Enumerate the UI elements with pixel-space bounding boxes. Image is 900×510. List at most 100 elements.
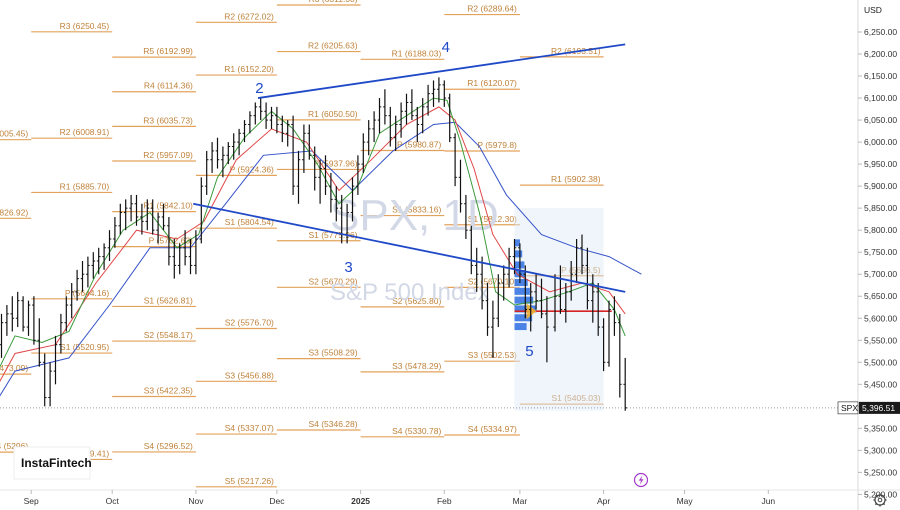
ohlc-bar	[388, 106, 393, 147]
ohlc-bar	[5, 305, 9, 336]
x-tick-label: Nov	[188, 496, 204, 506]
pivot-label: R2 (6272.02)	[224, 11, 274, 21]
ohlc-bar	[623, 357, 627, 411]
x-tick-label: Mar	[513, 496, 528, 506]
wave-label: 3	[344, 259, 352, 276]
ohlc-bar	[480, 256, 484, 310]
ohlc-bar	[291, 115, 295, 195]
lightning-icon[interactable]	[633, 472, 649, 488]
y-tick-label: 5,700.00	[864, 269, 897, 279]
watermark-name: S&P 500 Index	[330, 279, 490, 306]
ohlc-bar	[377, 98, 382, 134]
ohlc-bar	[150, 199, 155, 235]
pivot-label: S4 (5296.52)	[144, 441, 193, 451]
ohlc-bar	[188, 238, 193, 275]
ohlc-bar	[75, 269, 79, 301]
currency-label[interactable]: USD	[864, 5, 882, 15]
volume-bin	[514, 296, 534, 304]
ohlc-bar	[399, 102, 403, 138]
ohlc-bar	[545, 296, 549, 363]
y-tick-label: 6,100.00	[864, 93, 897, 103]
pivot-label: R2 (6289.64)	[467, 4, 517, 14]
pivot-label: S2 (5548.17)	[144, 330, 193, 340]
y-tick-label: 5,900.00	[864, 181, 897, 191]
ohlc-bar	[194, 230, 198, 275]
y-axis-panel[interactable]	[858, 0, 900, 510]
ohlc-bar	[204, 150, 209, 195]
wave-label: 5	[525, 343, 533, 360]
ohlc-bar	[323, 155, 328, 195]
y-tick-label: 5,650.00	[864, 291, 897, 301]
volume-bin	[514, 239, 520, 247]
y-tick-label: 5,500.00	[864, 357, 897, 367]
price-bars	[0, 77, 627, 411]
pivot-label: S1 (5804.54)	[225, 217, 274, 227]
pivot-label: S2 (5576.70)	[225, 318, 274, 328]
ohlc-bar	[113, 216, 117, 248]
pivot-label: S1 (5812.30)	[468, 214, 517, 224]
ohlc-bar	[585, 247, 590, 310]
pivot-label: R2 (6008.91)	[60, 127, 110, 137]
ohlc-bar	[69, 283, 74, 319]
ohlc-bar	[167, 216, 171, 266]
x-tick-label: 2025	[351, 496, 370, 506]
volume-bin	[514, 323, 527, 331]
pivot-label: R1 (6188.03)	[392, 48, 442, 58]
ohlc-bar	[102, 243, 106, 270]
wave-label: 4	[442, 39, 450, 56]
ohlc-bar	[302, 124, 306, 173]
ohlc-bar	[596, 283, 600, 336]
x-tick-label: Dec	[269, 496, 285, 506]
ohlc-bar	[48, 362, 52, 407]
ohlc-bar	[129, 194, 133, 222]
ohlc-bar	[145, 199, 150, 231]
pivot-label: S4 (5346.28)	[308, 419, 357, 429]
ohlc-bar	[591, 274, 595, 323]
wave-label: 2	[255, 80, 263, 97]
pivot-label: P (5937.96)	[313, 158, 357, 168]
y-tick-label: 6,050.00	[864, 115, 897, 125]
ohlc-bar	[221, 146, 225, 178]
volume-bin	[514, 250, 523, 258]
gear-icon[interactable]	[873, 493, 887, 507]
pivot-label: R1 (6050.50)	[308, 109, 358, 119]
ohlc-bar	[564, 283, 568, 323]
ohlc-bar	[215, 137, 220, 169]
ohlc-bar	[437, 77, 441, 103]
pivot-label: P (5980.87)	[397, 140, 441, 150]
ohlc-bar	[442, 80, 447, 107]
ohlc-bar	[410, 89, 414, 121]
ohlc-bar	[32, 296, 36, 345]
ohlc-bar	[431, 80, 436, 107]
ohlc-bar	[134, 194, 139, 226]
watermark: SPX, 1D S&P 500 Index	[330, 191, 499, 306]
ohlc-bar	[580, 234, 584, 275]
ohlc-bar	[26, 300, 31, 336]
pivot-label: R2 (6005.45)	[0, 129, 28, 139]
pivot-label: R1 (6152.20)	[224, 64, 274, 74]
symbol-badge-text: SPX	[841, 403, 858, 413]
pivot-label: S3 (5508.29)	[308, 348, 357, 358]
x-tick-label: Feb	[437, 496, 452, 506]
ohlc-bar	[453, 133, 457, 187]
ohlc-bar	[237, 128, 241, 156]
ohlc-bar	[172, 238, 177, 279]
pivot-label: R1 (5885.70)	[60, 181, 110, 191]
pivot-label: R2 (5957.09)	[143, 150, 193, 160]
pivot-label: S4 (5296)	[0, 441, 28, 451]
ohlc-bar	[53, 335, 58, 385]
ohlc-bar	[366, 120, 371, 156]
ohlc-bar	[140, 203, 144, 235]
ohlc-bar	[183, 230, 187, 266]
trend-line	[257, 43, 626, 99]
ohlc-bar	[253, 102, 258, 125]
ohlc-bar	[334, 186, 339, 222]
ohlc-bar	[161, 203, 166, 231]
pivot-label: S1 (5833.16)	[392, 205, 441, 215]
ohlc-bar	[612, 296, 617, 336]
ohlc-bar	[242, 120, 247, 143]
ohlc-bar	[523, 265, 528, 319]
y-tick-label: 5,950.00	[864, 159, 897, 169]
volume-bin	[514, 314, 533, 322]
